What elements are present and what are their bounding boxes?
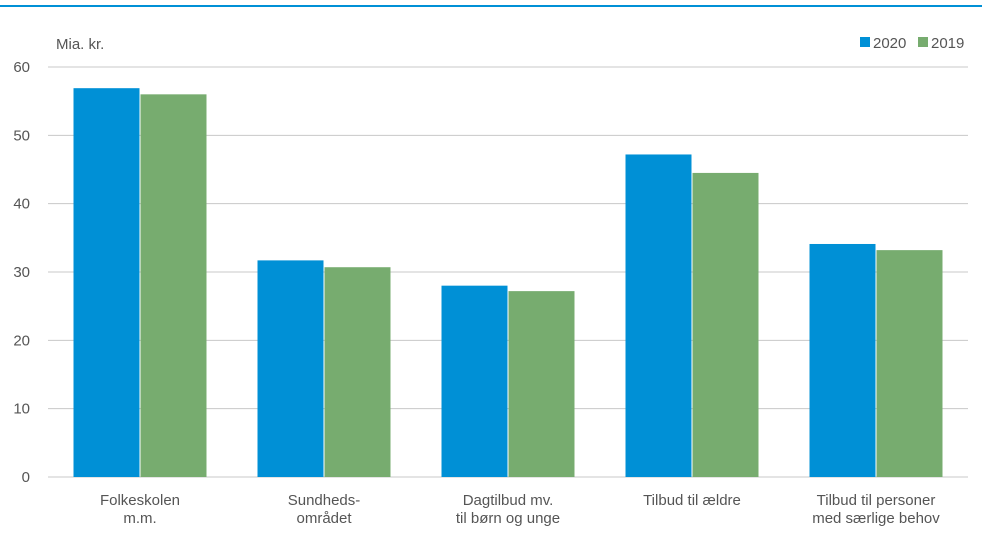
category-label: Sundheds-området [288,492,361,527]
bar-2020-4 [809,243,876,477]
bar-2019-4 [876,250,943,477]
legend: 2020 2019 [860,35,964,52]
category-labels: Folkeskolen m.m. Sundheds-området Dagtilbud… [100,492,940,527]
category-label: Tilbud til ældre [643,492,741,509]
y-tick-label: 0 [22,469,30,486]
category-label: Folkeskolen m.m. [100,492,180,527]
bar-2020-1 [257,260,324,477]
bar-2019-1 [324,267,391,477]
bar-2019-0 [140,94,207,477]
category-label: Dagtilbud mv. til børn og unge [456,492,560,527]
bars [73,88,943,477]
y-tick-label: 10 [13,401,30,418]
y-tick-label: 50 [13,127,30,144]
category-label: Tilbud til personer med særlige behov [812,492,940,527]
bar-2019-3 [692,172,759,477]
bar-2020-0 [73,88,140,477]
legend-label-2020: 2020 [873,35,906,52]
bar-2020-2 [441,285,508,477]
unit-label: Mia. kr. [56,36,104,53]
bar-2020-3 [625,154,692,477]
bar-2019-2 [508,291,575,477]
legend-swatch-2019 [918,37,928,47]
legend-label-2019: 2019 [931,35,964,52]
y-tick-label: 40 [13,196,30,213]
y-tick-label: 30 [13,264,30,281]
y-axis-ticks: 0 10 20 30 40 50 60 [13,59,30,486]
y-tick-label: 20 [13,332,30,349]
legend-swatch-2020 [860,37,870,47]
y-tick-label: 60 [13,59,30,76]
